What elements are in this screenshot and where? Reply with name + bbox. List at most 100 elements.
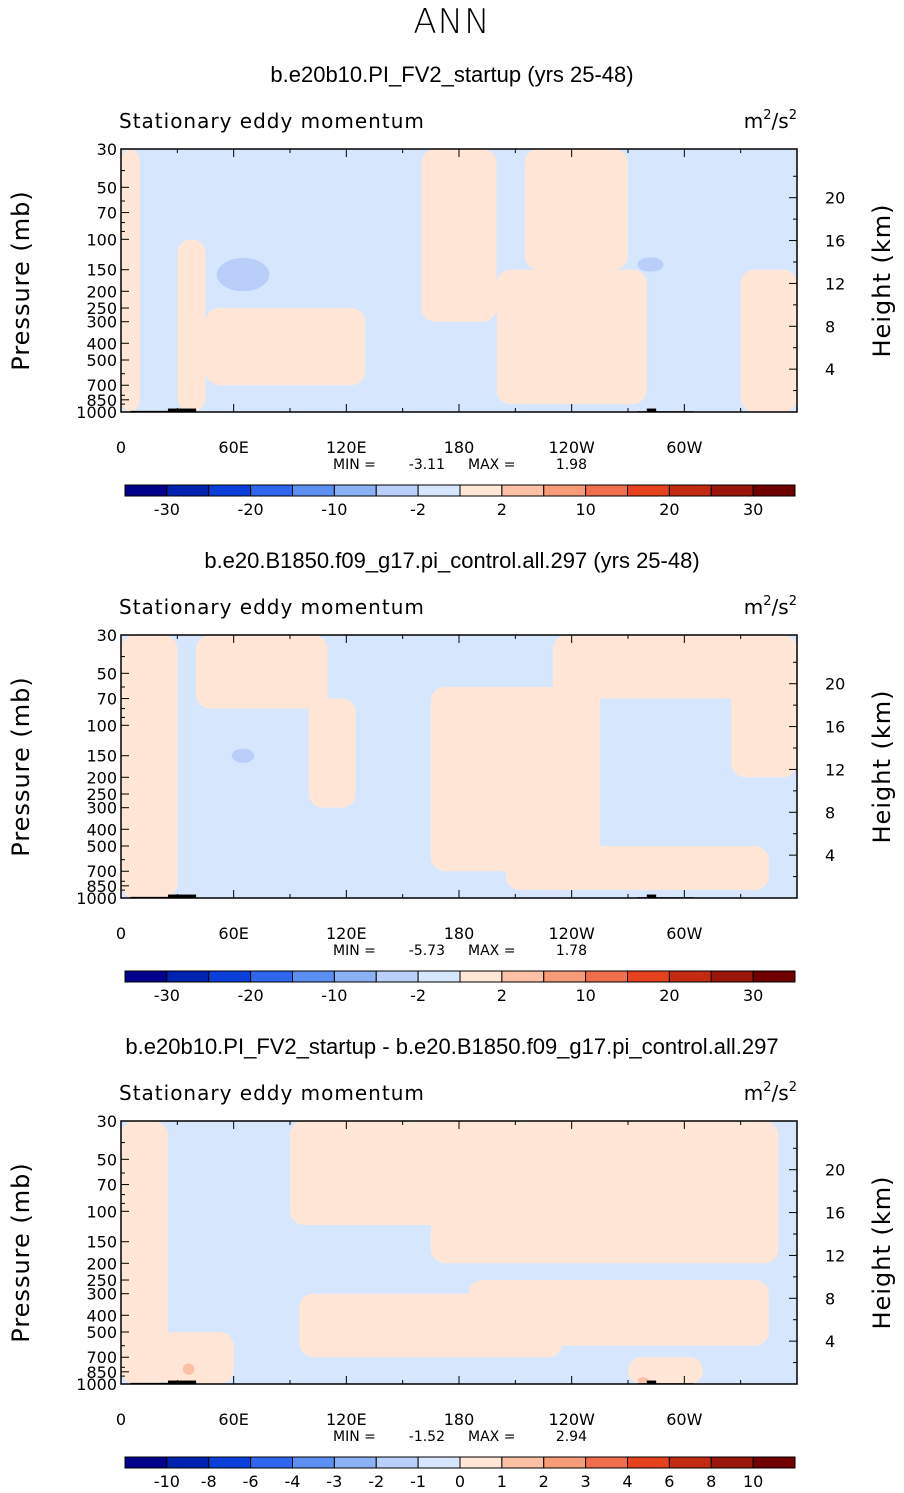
y-tick-label: 850 [86, 1363, 117, 1382]
colorbar-label: 6 [664, 1472, 674, 1491]
panel-2-title: b.e20.B1850.f09_g17.pi_control.all.297 (… [204, 548, 700, 573]
colorbar-label: -10 [321, 986, 347, 1005]
y-tick-label: 700 [86, 1348, 117, 1367]
colorbar-swatch [585, 970, 628, 983]
field-positive-region [308, 698, 356, 808]
field-extremum [182, 1363, 195, 1375]
field-extremum [637, 257, 664, 272]
max-value: 2.94 [556, 1429, 587, 1445]
colorbar-label: -30 [154, 986, 180, 1005]
field-positive-region [121, 635, 178, 898]
y-tick-label: 500 [86, 351, 117, 370]
y-tick-label: 700 [86, 862, 117, 881]
panel-subtitle: Stationary eddy momentum [119, 595, 425, 619]
min-label: MIN = [333, 1429, 376, 1445]
colorbar-swatch [166, 484, 210, 497]
panel-1-title: b.e20b10.PI_FV2_startup (yrs 25-48) [270, 62, 634, 87]
panel-3-title: b.e20b10.PI_FV2_startup - b.e20.B1850.f0… [125, 1034, 779, 1059]
y2-tick-label: 4 [825, 846, 835, 865]
colorbar-swatch [543, 1456, 587, 1469]
panel-1-chart: Stationary eddy momentum m2/s230507010015… [7, 108, 896, 519]
colorbar-label: -10 [154, 1472, 180, 1491]
y-tick-label: 200 [86, 282, 117, 301]
min-value: -3.11 [409, 457, 445, 473]
y2-tick-label: 16 [825, 718, 845, 737]
colorbar-swatch [208, 484, 252, 497]
colorbar-swatch [627, 970, 670, 983]
y-tick-label: 850 [86, 877, 117, 896]
colorbar-label: 2 [497, 986, 507, 1005]
y-tick-label: 1000 [76, 889, 117, 908]
x-tick-label: 120E [326, 438, 367, 457]
colorbar-swatch [459, 970, 503, 983]
x-tick-label: 120E [326, 924, 367, 943]
y-axis-label: Pressure (mb) [7, 1162, 35, 1342]
y-tick-label: 250 [86, 299, 117, 318]
x-tick-label: 180 [444, 924, 475, 943]
units-exp: 2 [789, 594, 797, 609]
y2-tick-label: 12 [825, 760, 845, 779]
units-exp: 2 [789, 108, 797, 123]
colorbar-swatch [292, 484, 335, 497]
colorbar-swatch [250, 484, 293, 497]
x-tick-label: 0 [116, 438, 126, 457]
colorbar-swatch [250, 1456, 293, 1469]
x-tick-label: 60E [218, 924, 248, 943]
y-tick-label: 100 [86, 230, 117, 249]
y2-tick-label: 20 [825, 675, 845, 694]
y-tick-label: 300 [86, 313, 117, 332]
y-tick-label: 70 [97, 690, 117, 709]
y2-tick-label: 20 [825, 189, 845, 208]
land-topography [646, 408, 657, 412]
colorbar-label: -2 [368, 1472, 384, 1491]
y2-axis-label: Height (km) [868, 204, 896, 358]
units-exp: 2 [763, 1080, 771, 1095]
y2-tick-label: 8 [825, 803, 835, 822]
units-mid: /s [772, 1081, 789, 1105]
y-tick-label: 150 [86, 261, 117, 280]
y-tick-label: 30 [97, 626, 117, 645]
colorbar-swatch [375, 1456, 419, 1469]
min-label: MIN = [333, 457, 376, 473]
colorbar-label: 2 [497, 500, 507, 519]
y-tick-label: 250 [86, 785, 117, 804]
y-tick-label: 50 [97, 178, 117, 197]
colorbar-swatch [710, 970, 754, 983]
field-positive-region [430, 1121, 779, 1264]
field-positive-region [121, 1121, 168, 1384]
colorbar-label: -2 [410, 986, 426, 1005]
colorbar-swatch [543, 970, 587, 983]
max-value: 1.78 [556, 943, 587, 959]
y-tick-label: 30 [97, 140, 117, 159]
colorbar-label: 2 [539, 1472, 549, 1491]
field-positive-region [430, 686, 600, 872]
field-positive-region [421, 149, 497, 322]
y-tick-label: 100 [86, 1202, 117, 1221]
colorbar-swatch [752, 484, 796, 497]
max-label: MAX = [468, 943, 515, 959]
y-tick-label: 400 [86, 820, 117, 839]
x-tick-label: 60W [666, 1410, 702, 1429]
colorbar-label: -1 [410, 1472, 426, 1491]
units-base: m [744, 1081, 763, 1105]
y2-tick-label: 20 [825, 1161, 845, 1180]
field-positive-region [496, 269, 647, 405]
y-tick-label: 150 [86, 747, 117, 766]
colorbar-swatch [250, 970, 293, 983]
min-value: -1.52 [409, 1429, 445, 1445]
colorbar-swatch [208, 970, 252, 983]
x-tick-label: 120E [326, 1410, 367, 1429]
colorbar-swatch [124, 970, 168, 983]
colorbar-swatch [417, 484, 461, 497]
y2-tick-label: 4 [825, 1332, 835, 1351]
units-mid: /s [772, 595, 789, 619]
colorbar-swatch [417, 1456, 461, 1469]
colorbar-label: -6 [243, 1472, 259, 1491]
field-extremum [231, 748, 255, 763]
y-tick-label: 50 [97, 1150, 117, 1169]
x-tick-label: 60E [218, 438, 248, 457]
colorbar-swatch [417, 970, 461, 983]
colorbar-swatch [459, 484, 503, 497]
colorbar-swatch [752, 1456, 796, 1469]
colorbar-label: 8 [706, 1472, 716, 1491]
